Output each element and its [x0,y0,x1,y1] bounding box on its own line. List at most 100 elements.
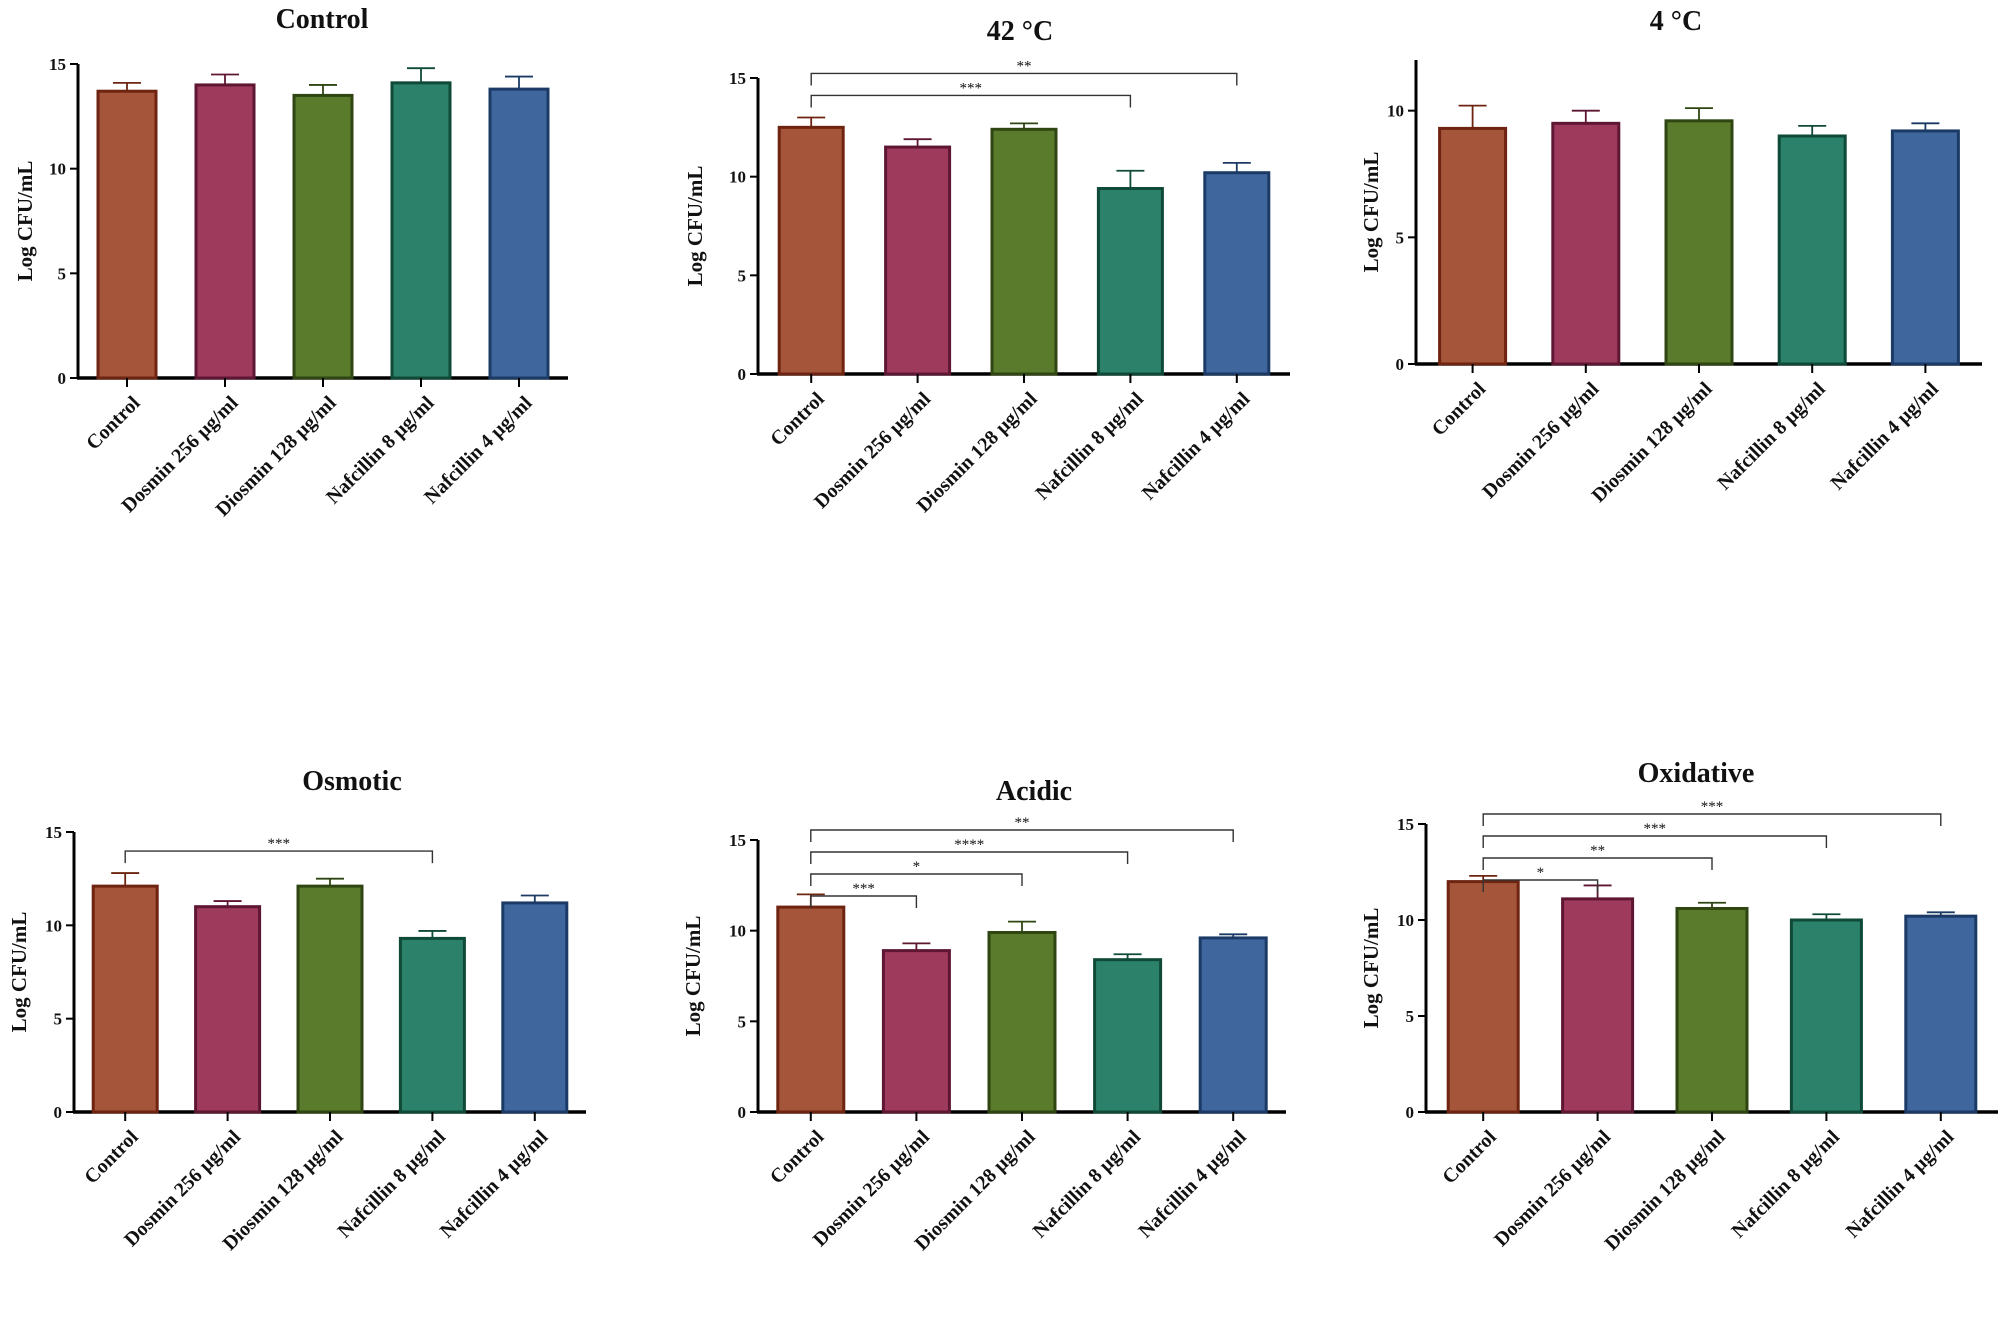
y-tick-label: 15 [729,831,746,850]
bar-nafcillin8 [398,936,466,1114]
significance-label: *** [852,881,875,897]
chart-title: Control [276,4,369,35]
y-axis-label: Log CFU/mL [13,161,37,282]
y-tick-label: 15 [49,55,66,74]
y-tick-label: 10 [1397,911,1414,930]
y-tick-label: 5 [1406,1007,1415,1026]
chart-title: 4 °C [1650,6,1702,37]
y-tick-label: 0 [1396,355,1405,374]
category-label: Nafcillin 8 µg/ml [334,1126,451,1243]
significance-bracket [810,895,918,908]
category-label: Nafcillin 8 µg/ml [1029,1126,1146,1243]
significance-bracket [1482,813,1942,826]
category-label: Diosmin 128 µg/ml [913,388,1042,517]
y-tick-label: 0 [738,365,747,384]
category-label: Control [766,388,829,451]
category-label: Control [80,1126,143,1189]
category-label: Control [82,392,145,455]
y-tick-label: 10 [49,160,66,179]
significance-bracket [810,851,1129,864]
bar-nafcillin8 [1789,918,1863,1114]
bar-dosmin256 [881,949,951,1114]
significance-label: *** [1701,799,1724,815]
y-tick-label: 5 [54,1010,63,1029]
significance-label: * [913,859,921,875]
significance-label: ** [1590,843,1605,859]
y-axis-label: Log CFU/mL [681,916,705,1037]
y-tick-label: 15 [1397,815,1414,834]
chart-title: Osmotic [302,766,402,797]
y-tick-label: 5 [1396,228,1405,247]
category-label: Nafcillin 4 µg/ml [1134,1126,1251,1243]
category-label: Nafcillin 4 µg/ml [420,392,537,509]
y-axis-label: Log CFU/mL [1359,908,1383,1029]
category-label: Nafcillin 4 µg/ml [1842,1126,1959,1243]
category-label: Diosmin 128 µg/ml [1588,378,1717,507]
significance-bracket [810,829,1234,842]
significance-bracket [1482,835,1828,848]
chart-title: 42 °C [987,16,1053,47]
y-tick-label: 10 [45,916,62,935]
chart-title: Oxidative [1638,758,1755,789]
significance-bracket [1482,857,1713,870]
bar-dosmin256 [884,145,952,376]
bar-nafcillin4 [1203,171,1271,376]
category-label: Nafcillin 4 µg/ml [1138,388,1255,505]
category-label: Nafcillin 8 µg/ml [1728,1126,1845,1243]
category-label: Dosmin 256 µg/ml [1478,378,1603,503]
bar-diosmin128 [1675,906,1749,1114]
bar-nafcillin8 [1096,187,1164,376]
significance-bracket [124,850,434,864]
bar-dosmin256 [194,83,256,380]
bar-control [1446,880,1520,1114]
significance-bracket [810,94,1132,108]
y-tick-label: 0 [54,1103,63,1122]
bar-nafcillin4 [1198,936,1268,1114]
y-axis-label: Log CFU/mL [7,912,31,1033]
bar-control [91,884,159,1114]
y-tick-label: 5 [58,264,67,283]
y-tick-label: 10 [729,168,746,187]
y-tick-label: 5 [738,1012,747,1031]
category-label: Diosmin 128 µg/ml [1601,1126,1730,1255]
bar-nafcillin4 [488,87,550,380]
category-label: Nafcillin 4 µg/ml [436,1126,553,1243]
category-label: Nafcillin 8 µg/ml [1713,378,1830,495]
bar-control [1438,126,1508,366]
category-label: Dosmin 256 µg/ml [1490,1126,1615,1251]
y-tick-label: 0 [1406,1103,1415,1122]
significance-label: **** [954,837,984,853]
bar-nafcillin4 [1904,914,1978,1114]
bar-nafcillin8 [1777,134,1847,366]
significance-bracket [810,873,1023,886]
category-label: Control [766,1126,829,1189]
y-tick-label: 15 [45,823,62,842]
significance-label: ** [1017,58,1032,74]
significance-label: * [1537,865,1545,881]
y-tick-label: 10 [1387,102,1404,121]
significance-label: ** [1015,815,1030,831]
significance-bracket [810,72,1238,86]
bar-nafcillin8 [390,81,452,380]
bar-diosmin128 [990,127,1058,376]
chart-title: Acidic [996,776,1072,807]
bar-dosmin256 [194,905,262,1114]
bar-dosmin256 [1561,897,1635,1114]
category-label: Control [1438,1126,1501,1189]
category-label: Nafcillin 4 µg/ml [1827,378,1944,495]
significance-label: *** [1644,821,1667,837]
bar-nafcillin8 [1093,958,1163,1114]
y-tick-label: 10 [729,922,746,941]
y-tick-label: 15 [729,69,746,88]
bar-diosmin128 [296,884,364,1114]
significance-bracket [1482,879,1599,892]
y-tick-label: 5 [738,266,747,285]
y-axis-label: Log CFU/mL [683,166,707,287]
